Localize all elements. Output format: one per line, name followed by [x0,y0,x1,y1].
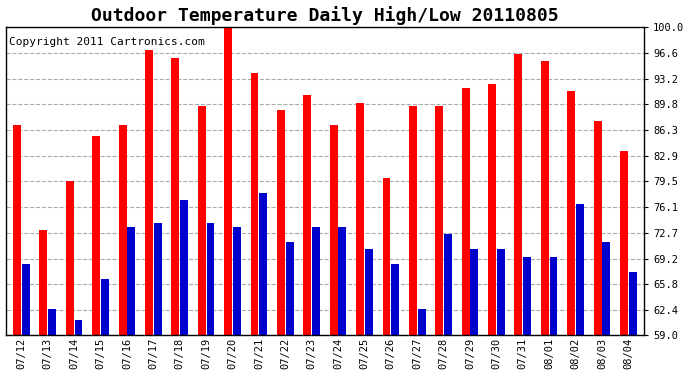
Bar [629,272,637,335]
Bar [356,103,364,335]
Bar [154,223,161,335]
Bar [119,125,126,335]
Bar [417,309,426,335]
Bar [541,61,549,335]
Bar [471,249,478,335]
Bar [259,193,267,335]
Bar [75,320,83,335]
Bar [576,204,584,335]
Bar [330,125,337,335]
Bar [39,230,48,335]
Text: Copyright 2011 Cartronics.com: Copyright 2011 Cartronics.com [9,37,204,47]
Bar [602,242,610,335]
Bar [515,54,522,335]
Bar [435,106,443,335]
Bar [391,264,399,335]
Bar [66,182,74,335]
Bar [233,226,241,335]
Bar [593,122,602,335]
Bar [549,256,558,335]
Bar [620,152,628,335]
Bar [523,256,531,335]
Bar [250,72,259,335]
Bar [488,84,496,335]
Bar [101,279,109,335]
Bar [128,226,135,335]
Bar [206,223,215,335]
Title: Outdoor Temperature Daily High/Low 20110805: Outdoor Temperature Daily High/Low 20110… [91,6,559,24]
Bar [444,234,452,335]
Bar [382,178,391,335]
Bar [48,309,56,335]
Bar [312,226,320,335]
Bar [180,200,188,335]
Bar [277,110,285,335]
Bar [13,125,21,335]
Bar [224,27,232,335]
Bar [304,95,311,335]
Bar [462,88,470,335]
Bar [409,106,417,335]
Bar [198,106,206,335]
Bar [22,264,30,335]
Bar [171,57,179,335]
Bar [339,226,346,335]
Bar [145,50,153,335]
Bar [567,92,575,335]
Bar [92,136,100,335]
Bar [286,242,293,335]
Bar [365,249,373,335]
Bar [497,249,504,335]
